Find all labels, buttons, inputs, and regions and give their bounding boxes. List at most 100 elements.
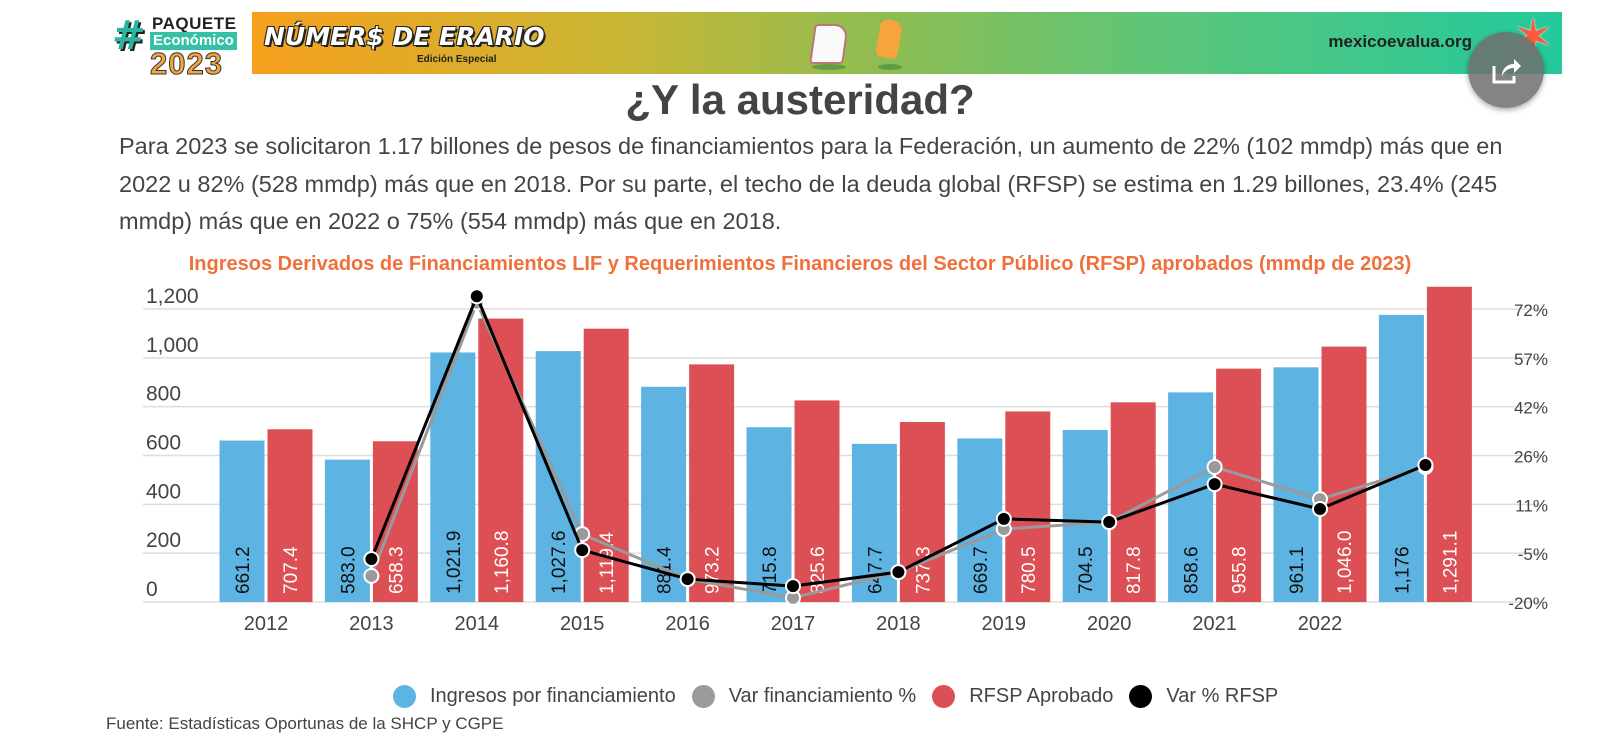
y2-tick-label: 57%: [1514, 350, 1548, 369]
y-tick-label: 200: [146, 529, 181, 552]
bar-ingresos: [1062, 429, 1108, 602]
bar-value-label: 658.3: [386, 546, 407, 594]
bar-ingresos: [957, 438, 1003, 602]
bar-rfsp: [899, 421, 945, 602]
bar-ingresos: [1378, 314, 1424, 602]
site-link[interactable]: mexicoevalua.org: [1328, 32, 1472, 51]
bar-value-label: 973.2: [703, 546, 724, 594]
bar-value-label: 737.3: [913, 546, 934, 594]
bar-ingresos: [746, 427, 792, 602]
bar-value-label: 647.7: [865, 546, 886, 594]
bar-rfsp: [478, 318, 524, 602]
left-axis-ticks: 0 200 400 600 800 1,000 1,200: [146, 285, 199, 601]
bar-ingresos: [324, 459, 370, 602]
y-tick-label: 1,000: [146, 334, 199, 357]
share-button[interactable]: [1468, 32, 1544, 108]
point-var-rfsp: [1101, 514, 1118, 531]
point-var-rfsp: [995, 510, 1012, 527]
x-tick-label: 2016: [665, 613, 710, 635]
bars: [219, 286, 1472, 602]
bar-ingresos: [535, 351, 581, 602]
bar-value-label: 780.5: [1019, 546, 1040, 594]
point-var-rfsp: [1417, 457, 1434, 474]
legend-item-var-rfsp: Var % RFSP: [1129, 684, 1279, 708]
bar-rfsp: [1426, 286, 1472, 602]
bar-value-label: 1,027.6: [549, 531, 570, 594]
source-note: Fuente: Estadísticas Oportunas de la SHC…: [106, 714, 504, 733]
bar-value-label: 704.5: [1076, 546, 1097, 594]
bar-rfsp: [794, 400, 840, 602]
bar-value-label: 961.1: [1287, 546, 1308, 594]
line-series: [363, 288, 1434, 606]
share-icon: [1492, 59, 1521, 84]
y-tick-label: 800: [146, 383, 181, 406]
bar-rfsp: [1005, 411, 1051, 602]
mascot-shadow: [878, 64, 902, 70]
y-tick-label: 0: [146, 578, 158, 601]
legend-dot-icon: [691, 684, 715, 708]
point-var-rfsp: [363, 551, 380, 568]
bar-rfsp: [1321, 346, 1367, 602]
line-var-rfsp: [370, 292, 1426, 588]
legend-item-ingresos: Ingresos por financiamiento: [393, 684, 676, 708]
y2-tick-label: 11%: [1515, 496, 1548, 515]
y2-tick-label: 26%: [1514, 448, 1548, 467]
mascot-illustration-1: [809, 24, 849, 64]
bar-value-label: 955.8: [1230, 546, 1251, 594]
bar-value-label: 669.7: [971, 546, 992, 594]
bar-value-label: 715.8: [760, 546, 781, 594]
x-axis-labels: 2012 2013 2014 2015 2016 2017 2018 2019 2020 2021…: [244, 613, 1343, 635]
x-tick-label: 2012: [244, 613, 289, 635]
x-tick-label: 2015: [560, 613, 605, 635]
legend-dot-icon: [393, 684, 416, 708]
mascot-illustration-2: [874, 18, 904, 60]
combo-chart: 0 200 400 600 800 1,000 1,200 -20% -5% 11% 26% 42%…: [143, 285, 1548, 635]
y2-tick-label: -20%: [1508, 594, 1548, 613]
x-tick-label: 2013: [349, 613, 394, 635]
bar-value-label: 583.0: [338, 546, 359, 594]
bar-value-label: 1,291.1: [1440, 531, 1461, 594]
mascot-shadow: [812, 64, 846, 70]
point-var-rfsp: [468, 288, 485, 305]
point-var-financiamiento: [1206, 458, 1223, 475]
bar-ingresos: [219, 440, 265, 602]
chart-legend: Ingresos por financiamiento Var financia…: [393, 682, 1294, 710]
point-var-rfsp: [574, 542, 591, 559]
bar-value-label: 707.4: [281, 546, 302, 594]
bar-value-label: 858.6: [1182, 546, 1203, 594]
bar-rfsp: [372, 441, 418, 602]
point-var-rfsp: [1312, 501, 1328, 518]
point-var-rfsp: [679, 571, 696, 588]
legend-label: Ingresos por financiamiento: [430, 684, 676, 707]
bar-ingresos: [641, 386, 687, 602]
logo-year: 2023: [150, 46, 223, 81]
legend-label: Var financiamiento %: [728, 684, 917, 707]
bar-value-label: 1,160.8: [492, 531, 513, 594]
y2-tick-label: 72%: [1514, 301, 1548, 320]
bar-value-labels: 661.2 707.4 583.0 658.3 1,021.9 1,160.8 1,027.…: [233, 531, 1461, 594]
intro-paragraph: Para 2023 se solicitaron 1.17 billones d…: [119, 133, 1503, 234]
legend-dot-icon: [1129, 684, 1153, 708]
bar-value-label: 1,046.0: [1335, 531, 1356, 594]
bar-value-label: 825.6: [808, 546, 829, 594]
legend-dot-icon: [932, 684, 956, 708]
brand-title: NÚMER$ DE ERARIO: [264, 22, 545, 51]
bar-ingresos: [1273, 367, 1319, 602]
point-var-rfsp: [785, 578, 801, 595]
hashtag-icon: #: [112, 13, 146, 59]
paquete-economico-logo: # PAQUETE Económico 2023: [112, 13, 242, 81]
edition-label: Edición Especial: [417, 54, 497, 65]
y-tick-label: 1,200: [146, 285, 199, 308]
legend-label: Var % RFSP: [1166, 684, 1279, 707]
legend-item-rfsp: RFSP Aprobado: [932, 684, 1114, 708]
logo-line1: PAQUETE: [152, 14, 237, 33]
logo-line2: Económico: [150, 32, 237, 50]
right-axis-ticks: -20% -5% 11% 26% 42% 57% 72%: [1508, 301, 1548, 613]
bar-rfsp: [267, 429, 313, 602]
point-var-rfsp: [1206, 476, 1223, 493]
bar-rfsp: [689, 364, 735, 602]
x-tick-label: 2014: [455, 613, 500, 635]
x-tick-label: 2019: [982, 613, 1027, 635]
y-tick-label: 400: [146, 480, 181, 503]
legend-label: RFSP Aprobado: [969, 684, 1114, 707]
